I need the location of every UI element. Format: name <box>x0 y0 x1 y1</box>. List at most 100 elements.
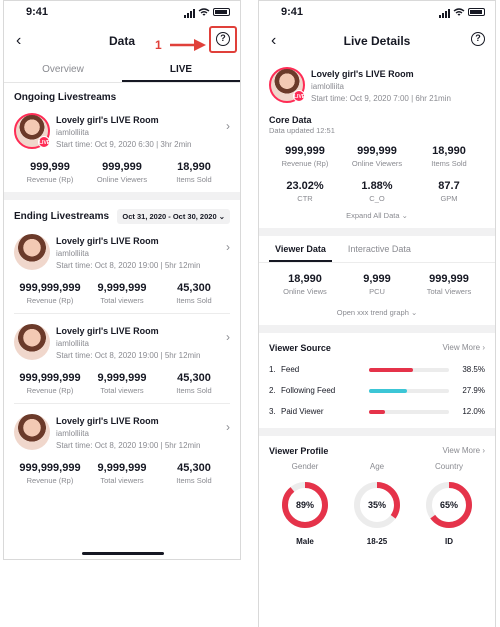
source-bar-fill <box>369 409 385 414</box>
live-details-screen: 9:41 ‹ Live Details ? LIVE Lovely girl's… <box>258 0 496 627</box>
tab-live[interactable]: LIVE <box>122 59 240 82</box>
viewer-stats-row: 18,990 Online Views 9,999 PCU 999,999 Total… <box>259 263 495 300</box>
annotation-arrow-icon <box>170 39 206 51</box>
source-bar-track <box>369 367 449 372</box>
profile-label: Gender <box>291 462 319 471</box>
room-name: Lovely girl's LIVE Room <box>56 236 159 246</box>
ending-title: Ending Livestreams <box>14 211 110 222</box>
stat: 999,999 Online Viewers <box>96 161 148 184</box>
chevron-right-icon[interactable]: › <box>226 240 230 254</box>
battery-icon <box>468 8 485 16</box>
stat: 45,300 Items Sold <box>176 282 212 305</box>
profile-label: Age <box>369 462 385 471</box>
help-icon[interactable]: ? <box>216 32 230 46</box>
divider <box>4 192 240 200</box>
stat: 9,999,999 Total viewers <box>97 462 147 485</box>
username: iamlolliita <box>311 82 344 91</box>
chevron-right-icon[interactable]: › <box>226 420 230 434</box>
username: iamlolliita <box>56 429 89 438</box>
core-data-title: Core Data <box>269 115 312 125</box>
viewer-source-row: 2. Following Feed 27.9% <box>259 380 495 401</box>
expand-all-button[interactable]: Expand All Data ⌄ <box>346 211 408 220</box>
profile-donut: 35% 18-25 <box>341 477 413 546</box>
page-title: Live Details <box>343 34 411 48</box>
stat: 45,300 Items Sold <box>176 372 212 395</box>
nav-bar: ‹ Data ? <box>4 23 240 59</box>
viewer-tab-bar: Viewer Data Interactive Data <box>259 236 495 263</box>
battery-icon <box>213 8 230 16</box>
donut-pct: 35% <box>368 500 386 510</box>
source-bar-fill <box>369 388 408 393</box>
donut-chart: 89% <box>282 482 328 528</box>
status-bar: 9:41 <box>4 1 240 23</box>
ending-card[interactable]: Lovely girl's LIVE Room iamlolliita Star… <box>4 230 240 313</box>
source-pct: 27.9% <box>462 386 485 395</box>
nav-bar: ‹ Live Details ? <box>259 23 495 59</box>
room-name: Lovely girl's LIVE Room <box>56 326 159 336</box>
stat: 999,999,999 Revenue (Rp) <box>19 462 81 485</box>
duration: 3hr 2min <box>160 140 192 149</box>
stat: 9,999,999 Total viewers <box>97 282 147 305</box>
divider <box>259 428 495 436</box>
profile-label: Country <box>434 462 463 471</box>
core-stats-row: 999,999 Revenue (Rp) 999,999 Online Viewer… <box>259 141 495 172</box>
live-badge-icon: LIVE <box>293 90 305 102</box>
avatar: LIVE <box>14 113 50 149</box>
username: iamlolliita <box>56 339 89 348</box>
donut-arc <box>282 482 328 528</box>
stat: 999,999 Revenue (Rp) <box>281 145 329 168</box>
chevron-right-icon[interactable]: › <box>226 330 230 344</box>
back-icon[interactable]: ‹ <box>16 32 22 49</box>
stat: 1.88% C_O <box>361 180 393 203</box>
source-bar-track <box>369 409 449 414</box>
trend-graph-button[interactable]: Open xxx trend graph ⌄ <box>336 308 418 317</box>
wifi-icon <box>453 7 465 16</box>
username: iamlolliita <box>56 128 89 137</box>
viewer-profile-title: Viewer Profile <box>269 446 329 456</box>
stat: 999,999 Total Viewers <box>426 273 472 296</box>
source-rank: 2. <box>269 386 276 395</box>
viewer-source-header: Viewer Source View More › <box>259 333 495 359</box>
ongoing-card[interactable]: LIVE Lovely girl's LIVE Room iamlolliita… <box>4 109 240 192</box>
view-more-link[interactable]: View More › <box>442 343 485 352</box>
stat: 9,999,999 Total viewers <box>97 372 147 395</box>
stat: 18,990 Items Sold <box>176 161 212 184</box>
stat: 999,999 Revenue (Rp) <box>26 161 74 184</box>
data-screen: 9:41 ‹ Data ? Overview LIVE Ongoing Live… <box>3 0 241 560</box>
donut-pct: 65% <box>440 500 458 510</box>
source-name: Feed <box>281 365 300 374</box>
stat: 18,990 Items Sold <box>431 145 467 168</box>
separator <box>14 313 230 314</box>
core-data-updated: Data updated 12:51 <box>269 126 335 135</box>
username: iamlolliita <box>56 249 89 258</box>
separator <box>14 403 230 404</box>
tab-interactive-data[interactable]: Interactive Data <box>347 244 411 254</box>
viewer-source-title: Viewer Source <box>269 343 331 353</box>
donut-caption: 18-25 <box>366 537 388 546</box>
start-label: Start time: <box>56 140 93 149</box>
source-pct: 38.5% <box>462 365 485 374</box>
source-name: Paid Viewer <box>281 407 324 416</box>
date-range-picker[interactable]: Oct 31, 2020 - Oct 30, 2020 ⌄ <box>117 209 230 224</box>
viewer-profile-header: Viewer Profile View More › <box>259 436 495 462</box>
room-name: Lovely girl's LIVE Room <box>311 69 414 79</box>
ending-card[interactable]: Lovely girl's LIVE Room iamlolliita Star… <box>4 404 240 493</box>
status-time: 9:41 <box>281 6 304 18</box>
status-icons <box>438 6 485 18</box>
profile-donuts: 89% Male 35% 18-25 65% ID <box>259 471 495 546</box>
source-rank: 1. <box>269 365 276 374</box>
tab-viewer-data[interactable]: Viewer Data <box>269 244 332 262</box>
help-icon[interactable]: ? <box>471 32 485 46</box>
tab-overview[interactable]: Overview <box>42 64 84 75</box>
view-more-link[interactable]: View More › <box>442 446 485 455</box>
back-icon[interactable]: ‹ <box>271 32 277 49</box>
status-bar: 9:41 <box>259 1 495 23</box>
donut-chart: 65% <box>426 482 472 528</box>
live-header: LIVE Lovely girl's LIVE Room iamlolliita… <box>259 59 495 113</box>
donut-arc <box>426 482 472 528</box>
chevron-right-icon[interactable]: › <box>226 119 230 133</box>
ending-card[interactable]: Lovely girl's LIVE Room iamlolliita Star… <box>4 314 240 403</box>
profile-labels: Gender Age Country <box>259 462 495 471</box>
source-bar-track <box>369 388 449 393</box>
tab-bar: Overview LIVE <box>4 59 240 83</box>
